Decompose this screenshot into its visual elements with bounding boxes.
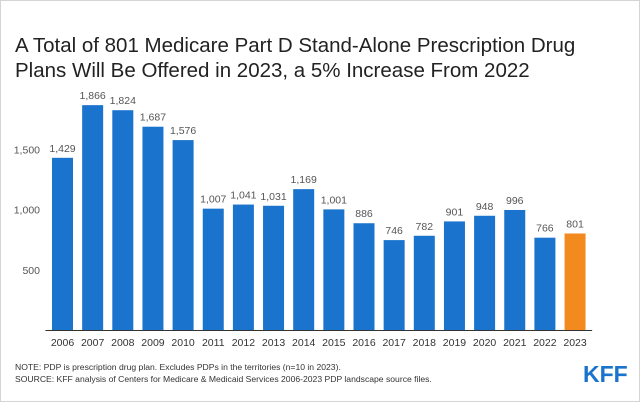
value-label-2007: 1,866 [80,90,106,102]
x-tick-label-2008: 2008 [111,337,135,349]
y-tick-label: 500 [22,265,40,277]
bar-2013 [263,205,285,330]
x-tick-label-2023: 2023 [563,337,587,349]
bar-2015 [323,209,345,330]
value-label-2008: 1,824 [110,95,136,107]
value-label-2013: 1,031 [260,191,286,203]
x-tick-label-2006: 2006 [51,337,75,349]
x-tick-label-2016: 2016 [352,337,376,349]
x-tick-label-2014: 2014 [292,337,316,349]
value-label-2009: 1,687 [140,112,166,124]
chart-source: SOURCE: KFF analysis of Centers for Medi… [15,374,432,384]
value-label-2011: 1,007 [200,194,226,206]
bar-2008 [112,110,134,330]
x-tick-label-2011: 2011 [202,337,225,349]
x-tick-label-2017: 2017 [382,337,406,349]
bar-2014 [293,189,315,330]
y-axis-ticks: 500 1,000 1,500 [14,144,40,277]
value-label-2006: 1,429 [49,143,75,155]
bar-2019 [443,221,465,330]
value-label-2021: 996 [506,195,524,207]
bar-2018 [413,235,435,330]
value-label-2019: 901 [446,206,464,218]
value-label-2020: 948 [476,201,494,213]
value-label-2018: 782 [416,221,434,233]
bar-2022 [534,237,556,330]
bar-2021 [504,209,526,330]
x-tick-label-2021: 2021 [503,337,527,349]
x-tick-label-2015: 2015 [322,337,346,349]
bar-2011 [202,208,224,330]
value-label-2014: 1,169 [291,174,317,186]
bar-2023 [564,233,586,330]
bars [52,105,586,331]
x-tick-label-2019: 2019 [443,337,467,349]
x-tick-label-2007: 2007 [81,337,105,349]
value-label-2022: 766 [536,223,554,235]
bar-2012 [232,204,254,330]
value-labels: 1,429 1,866 1,824 1,687 1,576 1,007 1,041 1,031… [49,90,584,237]
y-tick-label: 1,500 [14,144,40,156]
kff-logo: KFF [583,361,627,387]
value-label-2016: 886 [355,208,373,220]
value-label-2010: 1,576 [170,125,196,137]
x-tick-label-2020: 2020 [473,337,497,349]
chart-title: A Total of 801 Medicare Part D Stand-Alo… [15,34,576,82]
bar-2010 [172,140,194,330]
x-tick-label-2022: 2022 [533,337,557,349]
x-tick-label-2010: 2010 [171,337,195,349]
x-axis-ticks: 2006 2007 2008 2009 2010 2011 2012 2013 2014 2015… [51,337,587,349]
bar-2020 [474,215,496,330]
value-label-2012: 1,041 [230,190,256,202]
bar-2016 [353,223,375,330]
kff-logo-text: KFF [583,361,627,387]
bar-2017 [383,240,405,330]
y-tick-label: 1,000 [14,205,40,217]
bar-2006 [52,157,73,330]
x-tick-label-2012: 2012 [232,337,256,349]
x-tick-label-2013: 2013 [262,337,286,349]
x-tick-label-2018: 2018 [413,337,437,349]
value-label-2015: 1,001 [321,194,347,206]
value-label-2023: 801 [566,218,584,230]
value-label-2017: 746 [385,225,403,237]
bar-2009 [142,126,164,331]
bar-2007 [82,105,104,330]
chart-note: NOTE: PDP is prescription drug plan. Exc… [15,362,341,372]
x-tick-label-2009: 2009 [141,337,165,349]
